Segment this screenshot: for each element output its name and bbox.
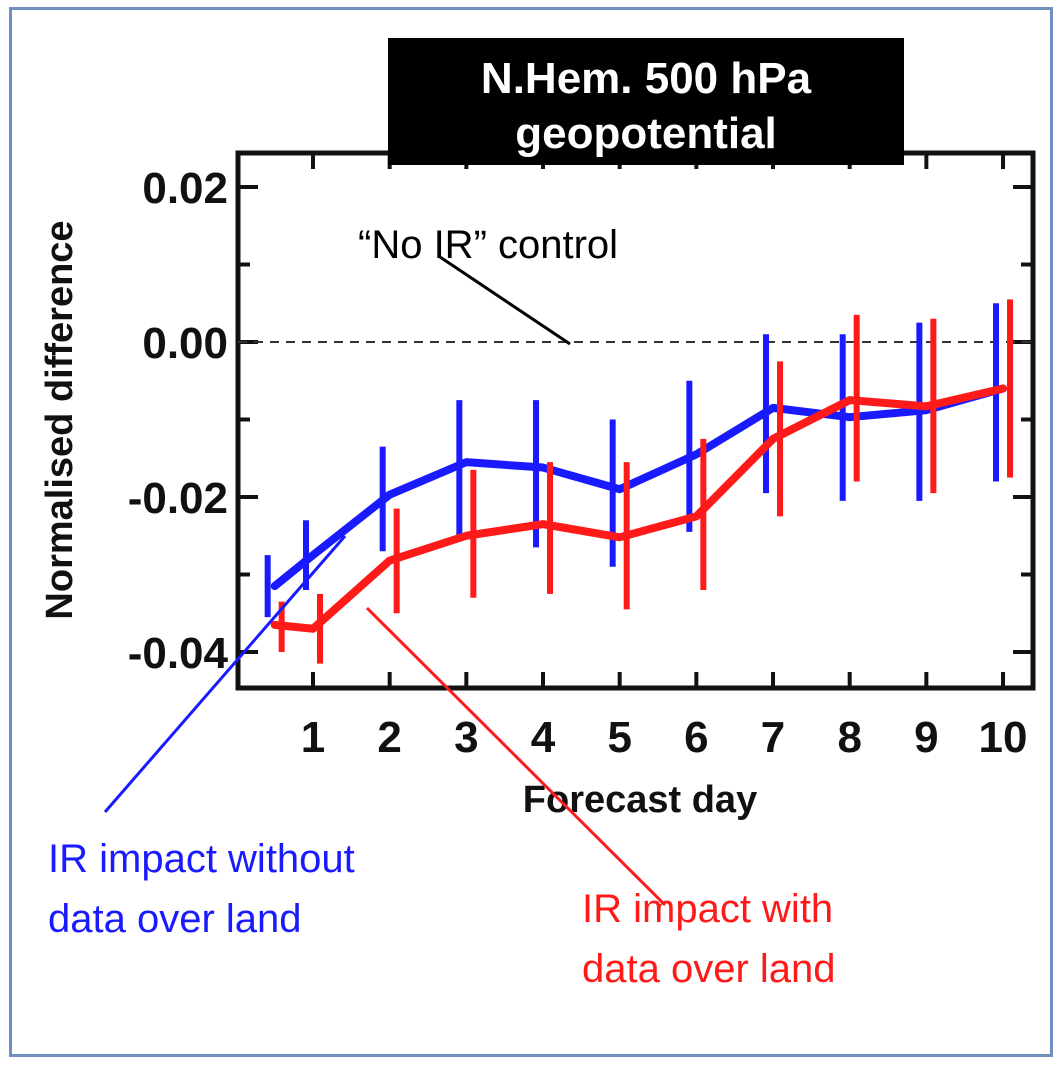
red-annotation-line-1: IR impact with: [582, 887, 833, 931]
x-axis-title: Forecast day: [523, 779, 757, 821]
chart-title-line-1: N.Hem. 500 hPa: [481, 54, 812, 103]
control-pointer-line: [439, 255, 571, 346]
x-tick-label: 4: [531, 713, 556, 762]
y-axis-title: Normalised difference: [39, 220, 81, 619]
control-annotation: “No IR” control: [358, 223, 618, 267]
y-tick-label: 0.02: [142, 164, 228, 213]
x-tick-label: 2: [377, 713, 401, 762]
red-annotation-line-2: data over land: [582, 947, 836, 991]
chart-frame: [9, 7, 1053, 1057]
x-tick-label: 6: [684, 713, 708, 762]
blue-pointer-line: [103, 535, 347, 813]
y-tick-label: -0.04: [128, 629, 229, 678]
red-pointer-line: [365, 606, 667, 907]
x-tick-label: 1: [301, 713, 325, 762]
blue-annotation-line-2: data over land: [48, 897, 302, 941]
series-line: [270, 384, 1008, 591]
x-tick-label: 5: [607, 713, 631, 762]
title-box: [388, 38, 904, 165]
y-tick-label: -0.02: [128, 474, 228, 523]
x-tick-label: 7: [761, 713, 785, 762]
blue-annotation-line-1: IR impact without: [48, 837, 355, 881]
x-tick-label: 10: [979, 713, 1028, 762]
x-tick-label: 8: [837, 713, 861, 762]
series-line: [270, 384, 1008, 633]
y-tick-label: 0.00: [142, 319, 228, 368]
x-tick-label: 9: [914, 713, 938, 762]
x-tick-label: 3: [454, 713, 478, 762]
chart-title-line-2: geopotential: [515, 109, 777, 158]
